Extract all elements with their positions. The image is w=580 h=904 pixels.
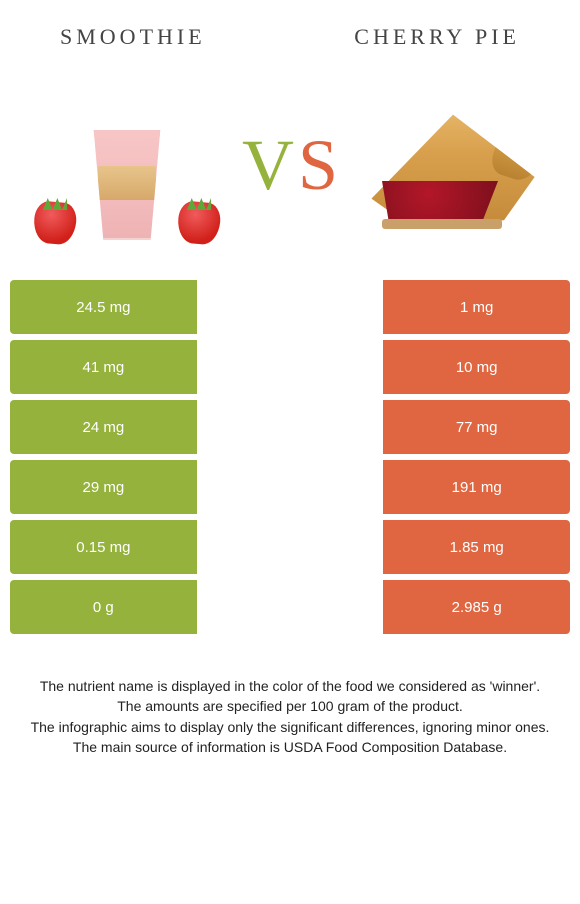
cell-nutrient: Calcium (197, 340, 384, 394)
vs-v: V (242, 124, 294, 207)
table-row: 24 mgPotassium77 mg (10, 400, 570, 454)
cell-right: 77 mg (383, 400, 570, 454)
vs-s: S (298, 124, 338, 207)
title-right: Cherry pie (354, 24, 520, 50)
cell-nutrient: Saturated fat (197, 580, 384, 634)
footer-line: The infographic aims to display only the… (12, 717, 568, 737)
footer-line: The main source of information is USDA F… (12, 737, 568, 757)
cell-right: 1 mg (383, 280, 570, 334)
comparison-table: 24.5 mgVitamin C1 mg 41 mgCalcium10 mg 24 … (0, 280, 580, 634)
cell-left: 29 mg (10, 460, 197, 514)
footer-line: The amounts are specified per 100 gram o… (12, 696, 568, 716)
cell-right: 10 mg (383, 340, 570, 394)
title-left: Smoothie (60, 24, 206, 50)
cell-nutrient: Iron (197, 520, 384, 574)
cell-left: 0.15 mg (10, 520, 197, 574)
footer-notes: The nutrient name is displayed in the co… (0, 634, 580, 757)
cell-left: 41 mg (10, 340, 197, 394)
cell-right: 1.85 mg (383, 520, 570, 574)
cell-nutrient: Vitamin C (197, 280, 384, 334)
cell-right: 2.985 g (383, 580, 570, 634)
cell-left: 24.5 mg (10, 280, 197, 334)
smoothie-image (42, 90, 212, 240)
titles-row: Smoothie Cherry pie (0, 0, 580, 60)
pie-image (368, 90, 538, 240)
table-row: 0.15 mgIron1.85 mg (10, 520, 570, 574)
table-row: 29 mgSodium191 mg (10, 460, 570, 514)
cell-left: 0 g (10, 580, 197, 634)
table-row: 41 mgCalcium10 mg (10, 340, 570, 394)
cell-left: 24 mg (10, 400, 197, 454)
cell-nutrient: Sodium (197, 460, 384, 514)
table-row: 0 gSaturated fat2.985 g (10, 580, 570, 634)
table-row: 24.5 mgVitamin C1 mg (10, 280, 570, 334)
footer-line: The nutrient name is displayed in the co… (12, 676, 568, 696)
vs-label: V S (242, 124, 338, 207)
cell-right: 191 mg (383, 460, 570, 514)
hero-row: V S (0, 60, 580, 280)
cell-nutrient: Potassium (197, 400, 384, 454)
